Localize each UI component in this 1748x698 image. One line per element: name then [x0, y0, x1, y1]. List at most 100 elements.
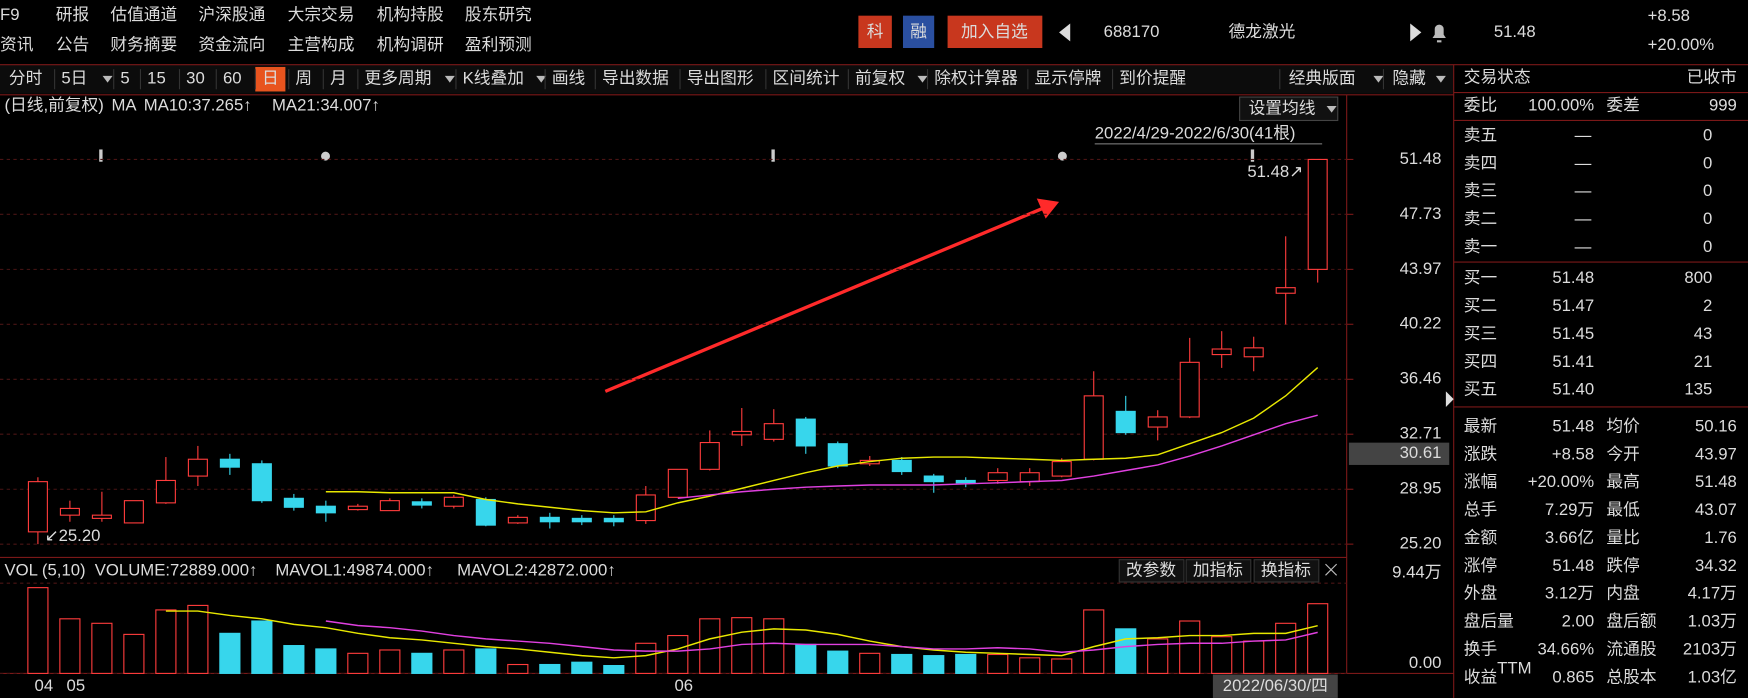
menu-item[interactable]: 机构持股 [377, 5, 444, 24]
set-ma[interactable]: 设置均线 [1249, 99, 1316, 118]
y-tick-label: 28.95 [1400, 479, 1442, 498]
stat-label: 流通股 [1606, 639, 1656, 658]
volume-bar [539, 663, 561, 674]
set-ma-box[interactable] [1239, 96, 1339, 122]
candle-body [155, 479, 176, 504]
y-tick-label: 36.46 [1400, 369, 1442, 388]
alert-bell[interactable] [1432, 24, 1446, 43]
toolbar-item[interactable]: 导出图形 [687, 69, 754, 88]
indicator-button[interactable]: 加指标 [1193, 560, 1243, 579]
volume-bar [699, 618, 721, 674]
button-bg[interactable] [1185, 559, 1252, 583]
close-icon[interactable] [1325, 563, 1338, 576]
toolbar-item[interactable]: 区间统计 [773, 69, 840, 88]
toolbar-item[interactable]: 分时 [9, 69, 43, 88]
next-arrow[interactable] [1410, 23, 1422, 42]
volume-bar [379, 649, 401, 674]
candle-body [1147, 416, 1168, 428]
volume-bar [283, 645, 305, 674]
toolbar-item[interactable]: 显示停牌 [1035, 69, 1102, 88]
tag-box [858, 15, 892, 49]
menu-item[interactable]: 资金流向 [198, 35, 265, 54]
volume-bar [1147, 638, 1169, 674]
menu-item[interactable]: 资讯 [0, 35, 34, 54]
button-bg[interactable] [1253, 559, 1320, 583]
candle-body [635, 494, 656, 522]
event-markers [99, 149, 1255, 162]
x-tick-label: 04 [35, 676, 54, 695]
menu-item[interactable]: 沪深股通 [198, 5, 265, 24]
toolbar-item[interactable]: 日 [262, 69, 279, 88]
stat-value: 2.00 [1562, 612, 1595, 631]
toolbar-item[interactable]: 除权计算器 [934, 69, 1018, 88]
toolbar-item[interactable]: 画线 [552, 69, 586, 88]
stat-label: 总手 [1464, 500, 1497, 519]
candle-body [1243, 347, 1264, 358]
candle-body [571, 517, 592, 523]
menu-item[interactable]: 财务摘要 [110, 35, 177, 54]
menu-item[interactable]: 研报 [56, 5, 90, 24]
menu-item[interactable]: F9 [0, 5, 20, 24]
toolbar-item[interactable]: K线叠加 [463, 69, 524, 88]
panel-toggle[interactable] [1445, 391, 1454, 407]
bid-qty: 21 [1694, 352, 1713, 371]
button-bg[interactable] [1118, 559, 1185, 583]
y-tick-label: 32.71 [1400, 424, 1442, 443]
menu-item[interactable]: 公告 [56, 35, 89, 54]
ma-line [677, 414, 1318, 500]
menu-item[interactable]: 盈利预测 [465, 35, 532, 54]
toolbar-item[interactable]: 5日 [61, 69, 87, 88]
ask-price: — [1575, 153, 1592, 172]
indicator-button[interactable]: 换指标 [1261, 560, 1311, 579]
toolbar-item[interactable]: 周 [295, 69, 312, 88]
stat-value: 51.48 [1695, 472, 1737, 491]
quote-label: 委比 [1464, 95, 1497, 114]
quote-value: 999 [1709, 95, 1737, 114]
y-tick-label: 51.48 [1400, 149, 1442, 168]
volume-bar [475, 648, 497, 674]
stat-value: 43.07 [1695, 500, 1737, 519]
stat-value: 1.03万 [1688, 612, 1737, 631]
vol-ma-line [165, 610, 1318, 659]
candle-body [667, 468, 688, 498]
toolbar-item[interactable]: 15 [147, 69, 166, 88]
menu-item[interactable]: 股东研究 [465, 5, 532, 24]
menu-item[interactable]: 大宗交易 [288, 5, 355, 24]
menu-item[interactable]: 机构调研 [377, 35, 444, 54]
toolbar-item[interactable]: 60 [223, 69, 242, 88]
bid-qty: 135 [1684, 380, 1712, 399]
candle-body [187, 458, 208, 477]
ask-price: — [1575, 181, 1592, 200]
toolbar-item[interactable]: 导出数据 [602, 69, 669, 88]
bid-qty: 800 [1684, 268, 1712, 287]
menu-item[interactable]: 估值通道 [110, 5, 177, 24]
candle-body [283, 497, 304, 508]
tag-sci: 科 [867, 22, 884, 41]
indicator-button[interactable]: 改参数 [1126, 560, 1176, 579]
toolbar-item[interactable]: 月 [330, 69, 347, 88]
candle-body [731, 430, 752, 436]
volume-bar [507, 663, 529, 674]
candle-body [251, 463, 272, 502]
candle-body [1275, 287, 1296, 294]
menu-item[interactable]: 主营构成 [288, 35, 355, 54]
watch-button-bg[interactable] [947, 15, 1043, 49]
ma-label: MA [111, 95, 137, 114]
toolbar-item[interactable]: 前复权 [855, 69, 905, 88]
toolbar-item[interactable]: 更多周期 [365, 69, 432, 88]
watch-button[interactable]: 加入自选 [961, 22, 1028, 41]
ask-qty: 0 [1703, 209, 1712, 228]
stat-label: 总股本 [1606, 667, 1656, 686]
ask-qty: 0 [1703, 237, 1712, 256]
toolbar-item[interactable]: 到价提醒 [1119, 69, 1186, 88]
volume-bar [123, 633, 145, 674]
stat-label: 今开 [1606, 444, 1639, 463]
ask-qty: 0 [1703, 181, 1712, 200]
toolbar-item[interactable]: 经典版面 [1289, 69, 1356, 88]
candle-body [315, 505, 336, 514]
toolbar-item[interactable]: 5 [120, 69, 129, 88]
prev-arrow[interactable] [1059, 23, 1071, 42]
toolbar-item[interactable]: 30 [186, 69, 205, 88]
volume-bar [827, 650, 849, 674]
toolbar-item[interactable]: 隐藏 [1392, 69, 1426, 88]
